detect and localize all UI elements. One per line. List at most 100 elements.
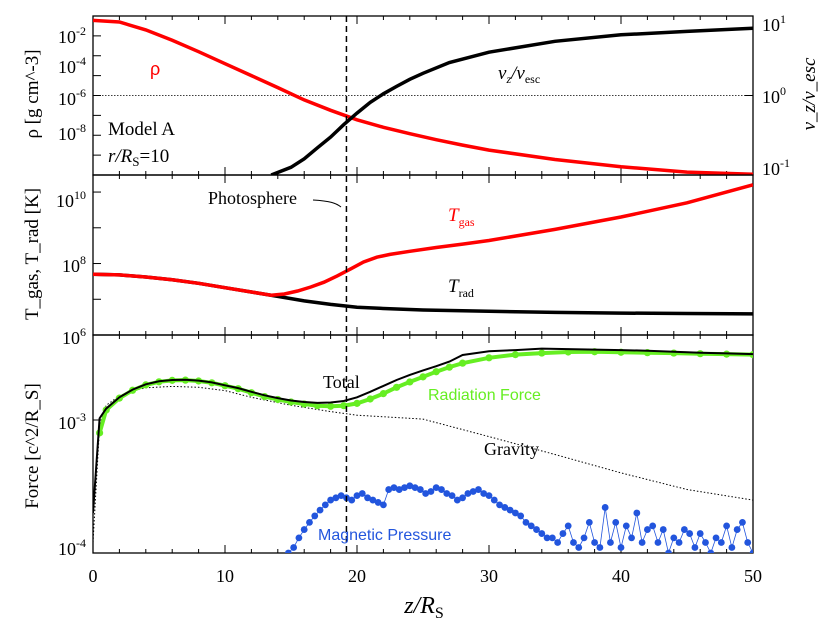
magnetic-point — [427, 488, 435, 495]
magnetic-point — [522, 518, 530, 526]
magnetic-point — [332, 494, 340, 502]
magnetic-point — [290, 544, 298, 551]
radiation-point — [459, 359, 467, 367]
radiation-point — [432, 368, 440, 376]
magnetic-point — [670, 534, 678, 542]
magnetic-point — [702, 539, 709, 546]
force-tick-1e-4: 10-4 — [58, 536, 86, 559]
magnetic-point — [480, 490, 488, 497]
magnetic-point — [527, 522, 535, 530]
magnetic-point — [585, 518, 593, 526]
magnetic-point — [686, 530, 694, 537]
panel-plot-area-1 — [93, 183, 753, 316]
magnetic-point — [327, 496, 334, 504]
magnetic-point — [559, 530, 567, 537]
magnetic-point — [728, 544, 736, 551]
temp-tick-1e8: 108 — [62, 253, 86, 276]
magnetic-point — [453, 496, 461, 504]
rho-tick-1e-4: 10-4 — [58, 54, 86, 77]
radiation-point — [511, 351, 519, 359]
tgas-series-line — [93, 183, 753, 297]
magnetic-point — [422, 490, 430, 497]
x-tick-10: 10 — [216, 566, 234, 586]
magnetic-point — [475, 486, 482, 493]
magnetic-point — [723, 522, 730, 530]
temp-tick-1e10: 1010 — [56, 188, 86, 211]
magnetic-point — [501, 504, 509, 511]
magnetic-point — [617, 544, 625, 551]
magnetic-point — [543, 534, 551, 542]
magnetic-point — [438, 486, 445, 493]
magnetic-point — [348, 496, 356, 504]
magnetic-point — [416, 486, 424, 493]
photosphere-label: Photosphere — [208, 188, 297, 208]
photosphere-leader — [312, 199, 342, 208]
magnetic-point — [717, 539, 725, 546]
magnetic-point — [570, 539, 577, 546]
vz-series-line — [270, 26, 753, 175]
radiation-point — [485, 354, 493, 362]
magnetic-point — [321, 501, 329, 509]
radiation-point — [564, 348, 572, 356]
magnetic-point — [490, 496, 498, 504]
rho-series-label: ρ — [150, 59, 160, 79]
temp-axis-label: T_gas, T_rad [K] — [22, 188, 43, 320]
magnetic-point — [638, 539, 646, 546]
magnetic-point — [733, 526, 741, 533]
radiation-point — [353, 399, 361, 407]
magnetic-point — [411, 484, 419, 492]
magnetic-series-label: Magnetic Pressure — [318, 527, 451, 544]
rho-tick-1e-6: 10-6 — [58, 86, 86, 109]
force-tick-1e6: 106 — [62, 325, 86, 348]
magnetic-point — [665, 549, 672, 553]
magnetic-point — [300, 526, 308, 533]
magnetic-point — [548, 534, 556, 542]
total-series-label: Total — [323, 372, 360, 392]
magnetic-point — [364, 494, 371, 502]
rho-series-line — [93, 18, 753, 175]
x-tick-0: 0 — [89, 566, 98, 586]
magnetic-point — [485, 492, 493, 500]
magnetic-point — [284, 549, 292, 553]
magnetic-point — [564, 522, 572, 530]
magnetic-point — [353, 492, 361, 500]
magnetic-point — [675, 539, 683, 546]
magnetic-point — [580, 534, 588, 542]
magnetic-point — [601, 504, 609, 511]
magnetic-point — [649, 522, 657, 530]
magnetic-point — [712, 534, 720, 542]
magnetic-point — [401, 484, 408, 492]
trad-series-line — [93, 272, 753, 316]
magnetic-point — [591, 539, 598, 546]
magnetic-point — [448, 492, 456, 500]
radiation-point — [406, 378, 414, 386]
radiation-point — [419, 373, 427, 381]
radiation-point — [670, 349, 678, 357]
magnetic-point — [369, 496, 377, 504]
radiation-series-line — [97, 349, 753, 434]
panel-plot-area-2 — [93, 347, 753, 553]
vz-tick-1e0: 100 — [762, 84, 786, 107]
radiation-point — [313, 402, 321, 410]
magnetic-point — [691, 544, 699, 551]
magnetic-point — [337, 492, 345, 500]
magnetic-point — [707, 549, 715, 553]
force-axis-label: Force [c^2/R_S] — [22, 383, 43, 509]
model-label: Model A — [108, 119, 175, 140]
vz-axis-label: v_z/v_esc — [799, 57, 820, 130]
x-tick-30: 30 — [480, 566, 498, 586]
magnetic-point — [596, 544, 604, 551]
x-axis-label: z/RS — [403, 593, 444, 622]
radiation-point — [538, 349, 546, 357]
magnetic-point — [554, 539, 562, 546]
x-tick-20: 20 — [348, 566, 366, 586]
magnetic-point — [395, 486, 403, 493]
radiation-point — [445, 363, 453, 371]
radius-label: r/RS=10 — [108, 146, 169, 169]
x-tick-50: 50 — [744, 566, 762, 586]
magnetic-point — [644, 526, 651, 533]
magnetic-point — [295, 534, 303, 542]
rho-axis-label: ρ [g cm^-3] — [22, 49, 43, 138]
magnetic-point — [311, 512, 319, 520]
